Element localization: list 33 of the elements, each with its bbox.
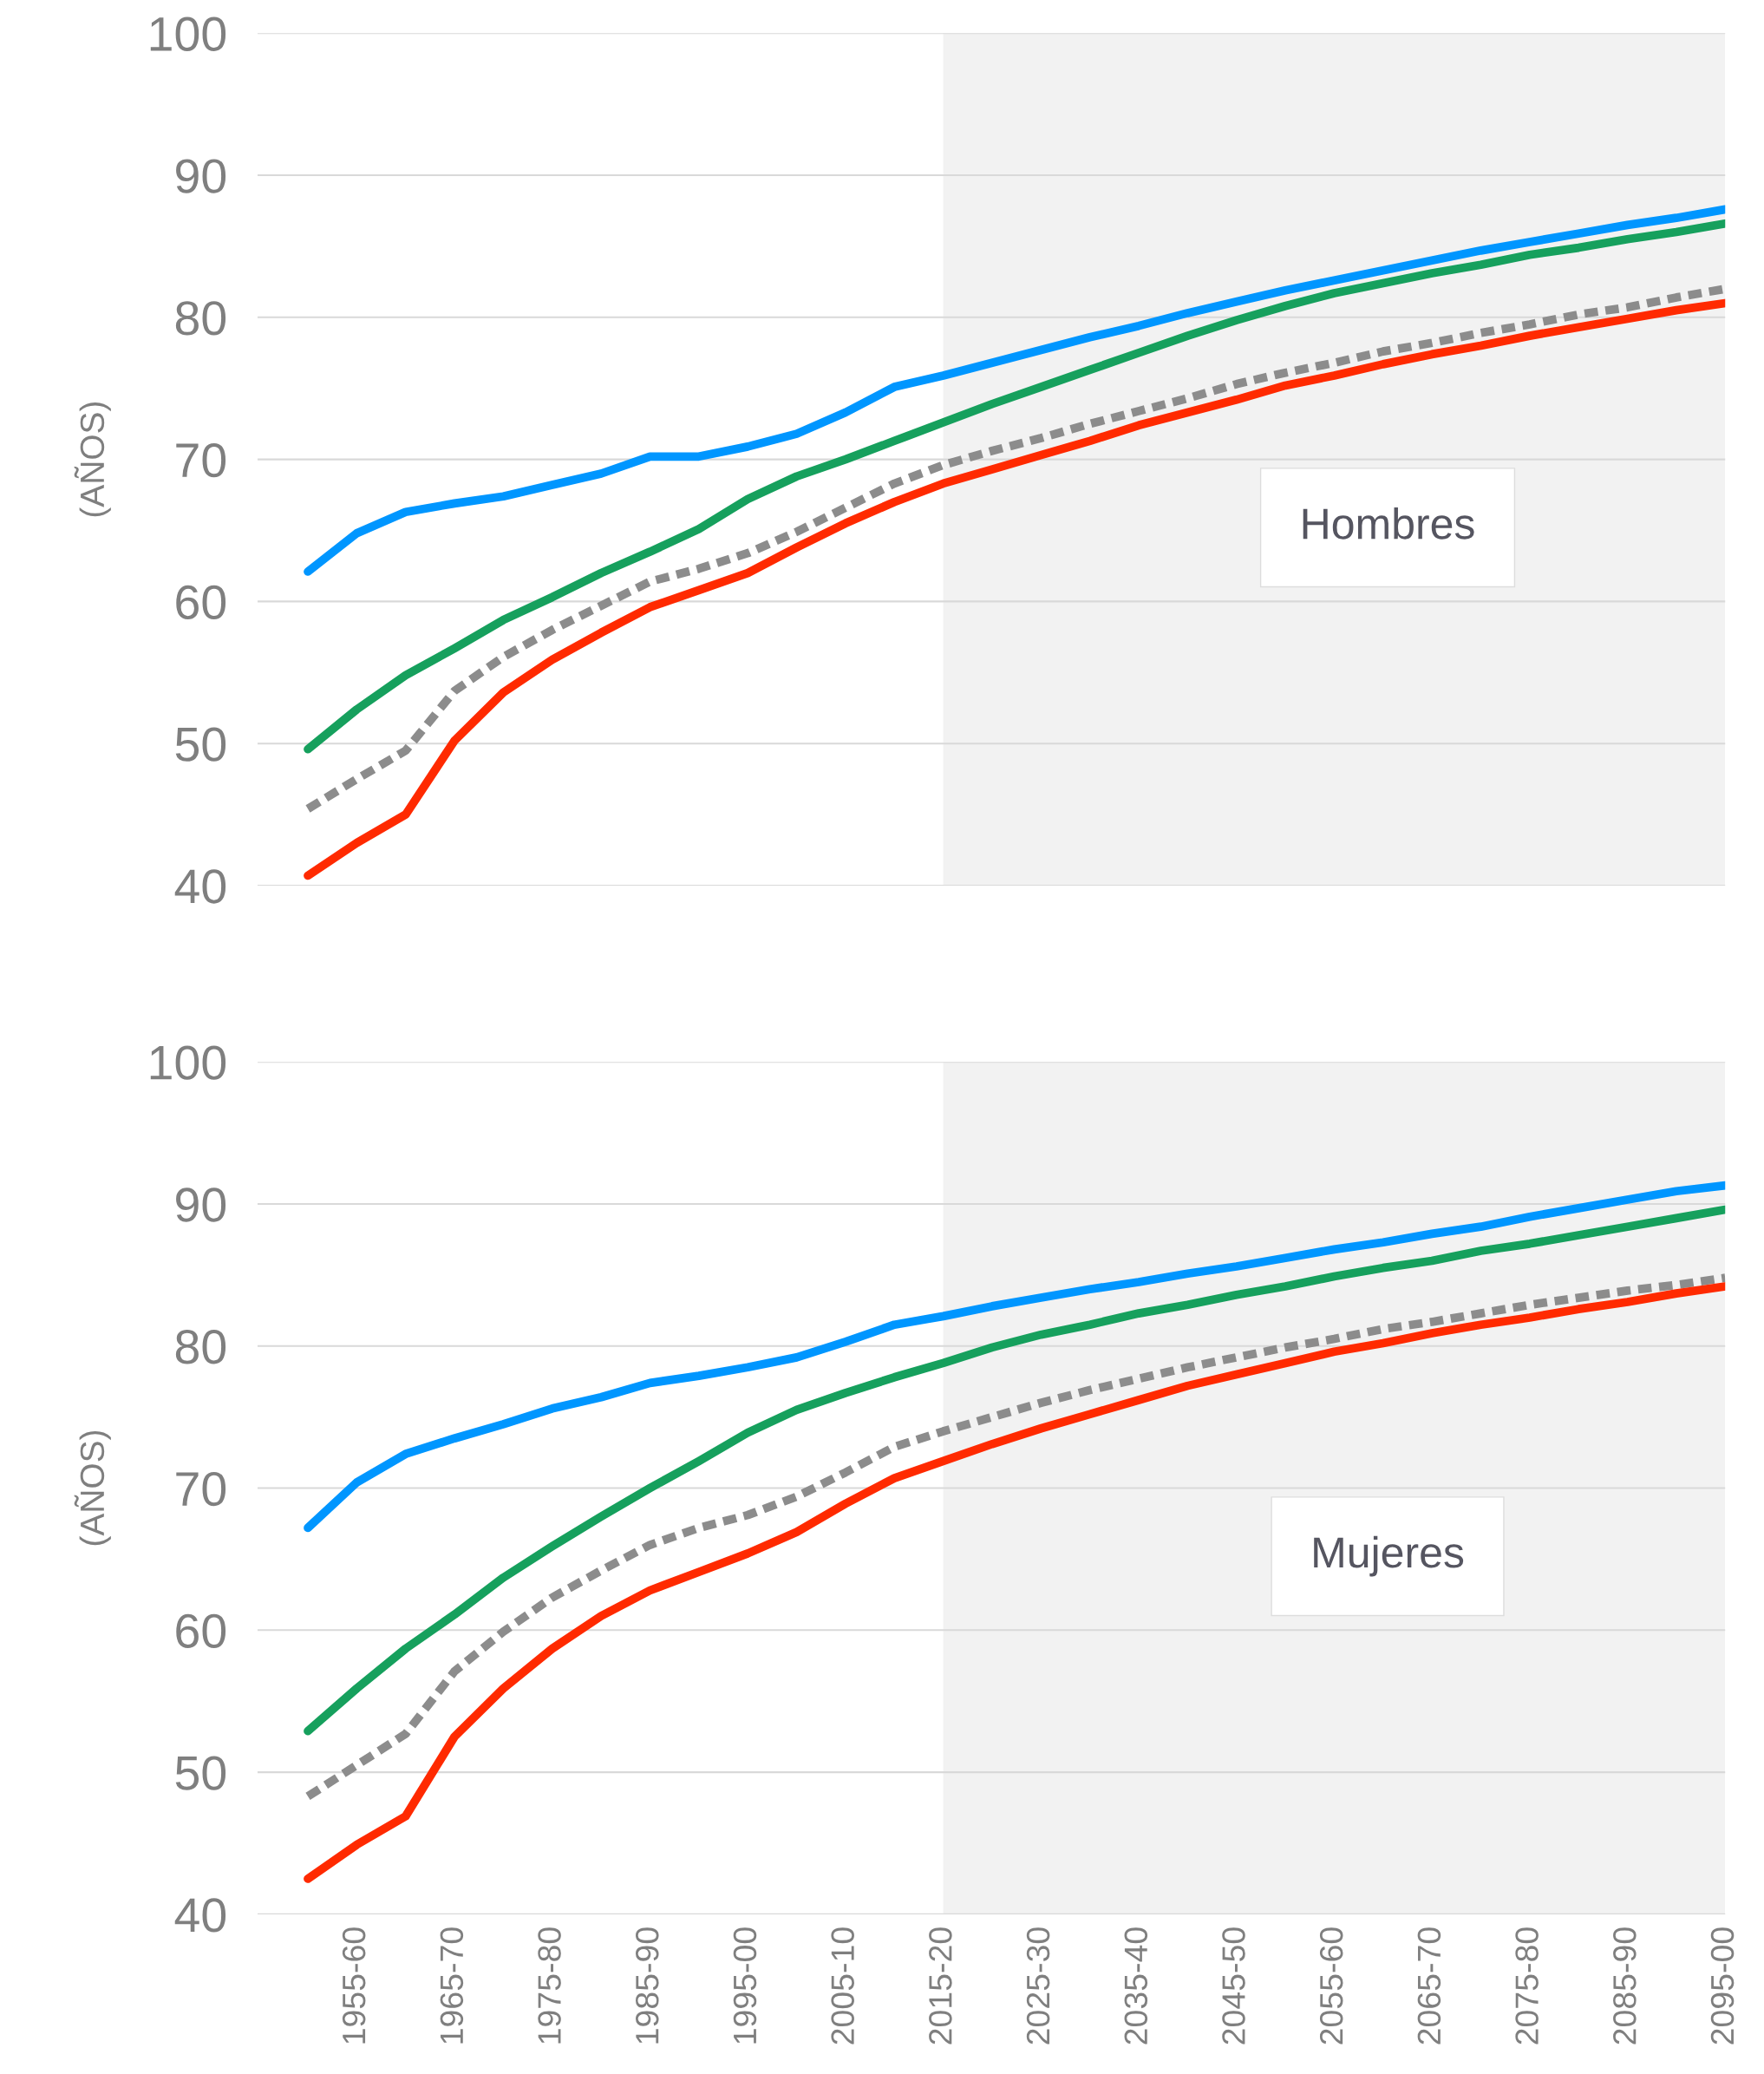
y-tick-label: 90: [176, 159, 226, 193]
x-tick-label: 2005-10: [831, 1927, 854, 2045]
x-tick-label: 2015-20: [929, 1927, 952, 2045]
x-tick-label: 2055-60: [1319, 1927, 1343, 2045]
x-tick-label: 1985-90: [635, 1927, 659, 2044]
y-tick-label: 50: [175, 727, 226, 762]
x-tick-label: 2095-00: [1710, 1927, 1735, 2045]
y-tick-label: 80: [175, 301, 226, 336]
x-tick-label: 2045-50: [1222, 1927, 1245, 2045]
x-tick-label: 1955-60: [342, 1927, 366, 2044]
x-tick-label: 1995-00: [733, 1927, 757, 2044]
y-axis-title: (AÑOS): [74, 402, 111, 517]
y-tick-label: 70: [176, 442, 226, 478]
y-tick-label: 100: [150, 1045, 226, 1080]
annotation: Hombres: [1303, 507, 1474, 540]
x-tick-label: 1975-80: [538, 1927, 561, 2044]
y-tick-label: 70: [176, 1471, 226, 1507]
y-tick-label: 80: [175, 1330, 226, 1364]
y-axis-title: (AÑOS): [74, 1430, 111, 1546]
x-tick-label: 1965-70: [440, 1927, 464, 2044]
x-tick-label: 2075-80: [1515, 1927, 1539, 2045]
x-tick-label: 2025-30: [1026, 1927, 1050, 2045]
y-tick-label: 60: [176, 1613, 226, 1648]
x-tick-label: 2035-40: [1124, 1927, 1148, 2045]
x-tick-label: 2065-70: [1417, 1927, 1441, 2045]
y-tick-label: 40: [174, 1898, 226, 1933]
y-tick-label: 100: [150, 16, 226, 51]
annotation: Mujeres: [1314, 1535, 1464, 1577]
y-tick-label: 40: [174, 869, 226, 904]
x-tick-label: 2085-90: [1613, 1927, 1637, 2045]
y-tick-label: 60: [176, 585, 226, 620]
y-tick-label: 90: [176, 1187, 226, 1222]
y-tick-label: 50: [175, 1756, 226, 1790]
